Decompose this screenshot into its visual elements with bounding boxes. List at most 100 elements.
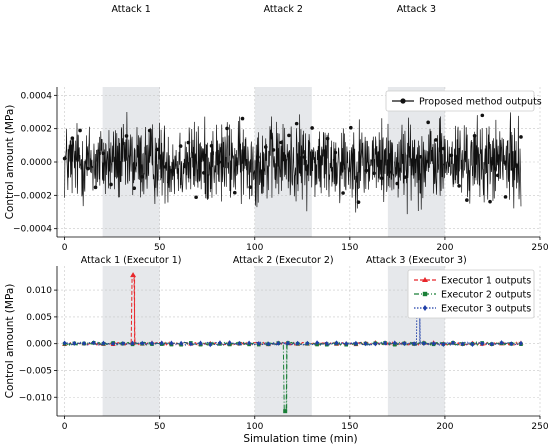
data-point-35 — [333, 150, 338, 155]
chart-bottom-executors: Attack 1 (Executor 1) Attack 2 (Executor … — [4, 255, 549, 445]
marker-e3-35 — [402, 341, 407, 347]
marker-e3-18 — [237, 340, 242, 346]
marker-e3-14 — [198, 340, 203, 346]
marker-e3-44 — [490, 341, 494, 347]
marker-e3-41 — [460, 341, 465, 347]
data-point-46 — [418, 154, 423, 159]
marker-e3-19 — [247, 340, 251, 346]
data-point-58 — [511, 167, 516, 172]
attack-label-1: Attack 1 — [111, 4, 150, 15]
data-point-33 — [318, 156, 322, 160]
data-point-2 — [78, 128, 82, 133]
marker-e3-42 — [470, 342, 475, 348]
data-point-26 — [263, 145, 268, 149]
data-point-57 — [503, 195, 508, 199]
marker-e3-31 — [363, 341, 368, 347]
data-point-23 — [240, 116, 245, 121]
marker-e3-13 — [189, 341, 193, 347]
data-point-25 — [256, 155, 260, 159]
legend-box — [407, 269, 535, 319]
legend-label-1: Executor 1 outputs — [441, 276, 531, 287]
x-tick-label-0: 0 — [62, 422, 68, 432]
attack-label-1: Attack 1 (Executor 1) — [81, 255, 182, 266]
data-point-1 — [70, 136, 75, 140]
marker-e3-21 — [266, 341, 271, 347]
data-point-38 — [356, 200, 361, 204]
data-point-27 — [271, 148, 276, 152]
marker-e3-28 — [334, 340, 339, 346]
legend-label-2: Executor 2 outputs — [441, 290, 531, 301]
attack-region-2 — [254, 266, 312, 416]
y-tick-label-2: 0.0000 — [21, 158, 53, 168]
marker-e3-12 — [179, 340, 183, 346]
y-axis-label: Control amount (MPa) — [4, 284, 16, 399]
attack-label-3: Attack 3 (Executor 3) — [366, 255, 467, 266]
marker-e3-20 — [257, 341, 261, 347]
y-tick-label-4: 0.0004 — [21, 91, 53, 101]
x-tick-label-5: 250 — [531, 243, 548, 253]
marker-e3-34 — [392, 340, 397, 346]
y-tick-label-4: 0.010 — [26, 286, 52, 296]
data-point-7 — [116, 161, 121, 165]
data-point-54 — [480, 113, 485, 118]
marker-e3-25 — [305, 340, 310, 346]
legend-marker-1 — [422, 277, 428, 282]
data-point-28 — [279, 140, 283, 145]
x-tick-label-0: 0 — [62, 243, 68, 253]
marker-e3-39 — [441, 341, 446, 347]
data-point-56 — [495, 173, 500, 178]
y-tick-label-1: −0.0002 — [13, 191, 52, 201]
marker-e3-38 — [431, 341, 436, 347]
marker-e3-36 — [412, 341, 416, 347]
data-point-15 — [178, 144, 183, 148]
data-point-55 — [488, 199, 492, 204]
y-tick-label-3: 0.005 — [26, 313, 52, 323]
data-point-53 — [472, 133, 477, 138]
marker-e3-22 — [276, 340, 281, 346]
chart-top-proposed-method: Attack 1 Attack 2 Attack 3 0 50 100 150 200 250 −… — [4, 4, 549, 253]
spike-marker-1 — [130, 272, 137, 278]
legend-label-1: Proposed method outputs — [419, 97, 542, 108]
marker-e3-27 — [324, 341, 329, 347]
legend-label-3: Executor 3 outputs — [441, 304, 531, 315]
marker-e3-46 — [509, 341, 514, 347]
data-point-32 — [310, 126, 314, 130]
marker-e3-7 — [130, 340, 135, 346]
y-tick-label-0: −0.0004 — [13, 225, 52, 235]
attack-label-3: Attack 3 — [397, 4, 436, 15]
data-point-0 — [62, 156, 67, 161]
data-point-49 — [441, 146, 446, 151]
marker-e3-2 — [82, 340, 86, 346]
marker-e3-15 — [208, 342, 213, 348]
data-point-31 — [302, 155, 307, 159]
data-point-43 — [395, 181, 400, 186]
data-point-11 — [147, 128, 152, 133]
data-point-19 — [209, 144, 214, 148]
y-tick-label-0: −0.010 — [19, 393, 53, 403]
marker-e3-37 — [422, 340, 426, 346]
data-point-47 — [426, 120, 430, 125]
data-point-17 — [194, 195, 198, 200]
marker-e3-23 — [286, 340, 290, 346]
legend-marker-3 — [422, 305, 428, 311]
legend-box — [385, 90, 535, 112]
data-point-6 — [109, 182, 113, 187]
marker-e3-0 — [62, 340, 67, 346]
data-point-16 — [186, 140, 191, 145]
data-point-8 — [124, 134, 129, 138]
x-tick-label-2: 100 — [246, 243, 263, 253]
data-point-48 — [434, 138, 438, 142]
marker-e3-30 — [354, 340, 358, 346]
legend-marker-2 — [422, 291, 428, 297]
data-point-13 — [163, 165, 167, 169]
data-point-39 — [364, 168, 369, 173]
y-tick-label-2: 0.000 — [26, 340, 52, 350]
data-point-29 — [287, 133, 291, 138]
data-point-36 — [341, 191, 345, 195]
marker-e3-4 — [101, 340, 106, 346]
x-tick-label-4: 200 — [436, 243, 453, 253]
marker-e3-11 — [169, 340, 174, 346]
data-point-37 — [349, 125, 353, 130]
y-tick-label-1: −0.005 — [19, 366, 52, 376]
